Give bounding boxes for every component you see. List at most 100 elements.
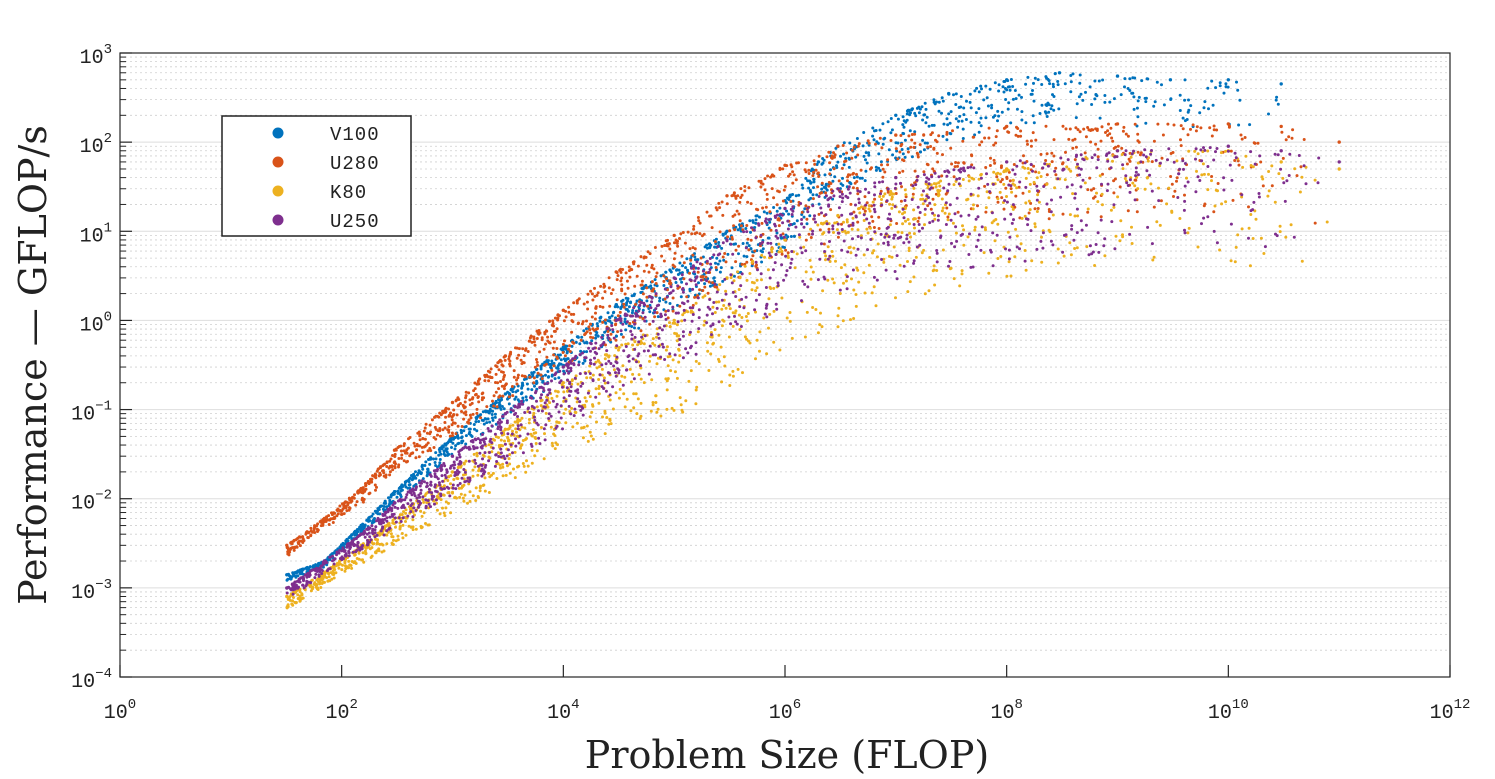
data-point — [648, 303, 652, 307]
data-point — [617, 346, 621, 349]
data-point — [806, 179, 810, 183]
data-point — [1011, 203, 1015, 207]
data-point — [1009, 187, 1013, 191]
data-point — [642, 381, 646, 385]
data-point — [588, 364, 592, 368]
data-point — [292, 596, 295, 599]
data-point — [705, 313, 709, 317]
data-point — [904, 219, 907, 223]
data-point — [1007, 260, 1011, 264]
data-point — [758, 349, 761, 353]
data-point — [614, 334, 618, 338]
data-point — [953, 212, 957, 216]
data-point — [415, 448, 419, 452]
data-point — [397, 465, 400, 469]
data-point — [701, 295, 705, 299]
data-point — [1069, 80, 1073, 84]
data-point — [488, 451, 491, 454]
data-point — [783, 238, 787, 242]
data-point — [1300, 175, 1304, 179]
data-point — [639, 329, 643, 333]
data-point — [1229, 259, 1233, 263]
data-point — [1239, 133, 1243, 137]
data-point — [1080, 228, 1084, 232]
data-point — [394, 539, 398, 543]
data-point — [775, 203, 779, 207]
data-point — [856, 189, 860, 193]
data-point — [594, 306, 598, 310]
data-point — [639, 377, 643, 381]
data-point — [712, 301, 716, 304]
data-point — [453, 421, 457, 425]
data-point — [557, 410, 561, 414]
data-point — [1213, 204, 1217, 208]
data-point — [728, 384, 732, 387]
data-point — [907, 249, 911, 253]
data-point — [517, 353, 521, 357]
data-point — [1043, 110, 1047, 114]
data-point — [920, 193, 924, 197]
data-point — [840, 248, 844, 252]
data-point — [1202, 172, 1206, 176]
data-point — [693, 247, 697, 251]
data-point — [1081, 98, 1085, 102]
data-point — [608, 316, 612, 320]
data-point — [952, 277, 956, 281]
data-point — [570, 330, 574, 334]
data-point — [436, 433, 439, 437]
data-point — [725, 202, 729, 206]
data-point — [597, 387, 601, 390]
data-point — [417, 455, 421, 459]
data-point — [1108, 100, 1112, 104]
data-point — [583, 396, 587, 400]
data-point — [1284, 138, 1288, 142]
data-point — [587, 325, 591, 329]
data-point — [1069, 90, 1073, 94]
data-point — [1022, 154, 1025, 158]
data-point — [1132, 95, 1136, 99]
data-point — [1095, 191, 1098, 195]
data-point — [656, 332, 660, 336]
data-point — [573, 410, 577, 414]
data-point — [668, 325, 672, 328]
data-point — [598, 305, 602, 308]
data-point — [692, 227, 696, 231]
data-point — [905, 233, 909, 237]
data-point — [996, 119, 999, 123]
data-point — [816, 223, 820, 227]
data-point — [826, 245, 830, 249]
data-point — [1086, 207, 1090, 211]
data-point — [1150, 189, 1154, 193]
data-point — [418, 444, 422, 448]
data-point — [411, 518, 415, 522]
data-point — [378, 542, 382, 546]
data-point — [883, 192, 887, 196]
data-point — [839, 154, 842, 158]
data-point — [873, 129, 876, 133]
data-point — [544, 373, 547, 377]
data-point — [784, 248, 788, 252]
data-point — [924, 182, 928, 186]
data-point — [758, 330, 762, 334]
data-point — [587, 346, 591, 350]
data-point — [1007, 130, 1011, 134]
data-point — [800, 210, 804, 214]
data-point — [1094, 142, 1098, 146]
data-point — [717, 241, 721, 244]
data-point — [553, 434, 557, 438]
data-point — [532, 376, 536, 380]
data-point — [645, 299, 649, 303]
data-point — [650, 263, 654, 267]
data-point — [536, 363, 540, 367]
data-point — [935, 260, 939, 264]
data-point — [942, 186, 946, 190]
data-point — [875, 255, 879, 259]
data-point — [833, 153, 837, 157]
data-point — [748, 219, 752, 223]
data-point — [780, 249, 784, 253]
data-point — [639, 414, 643, 418]
data-point — [349, 500, 353, 504]
data-point — [430, 418, 434, 422]
data-point — [470, 397, 474, 401]
data-point — [1214, 86, 1218, 90]
